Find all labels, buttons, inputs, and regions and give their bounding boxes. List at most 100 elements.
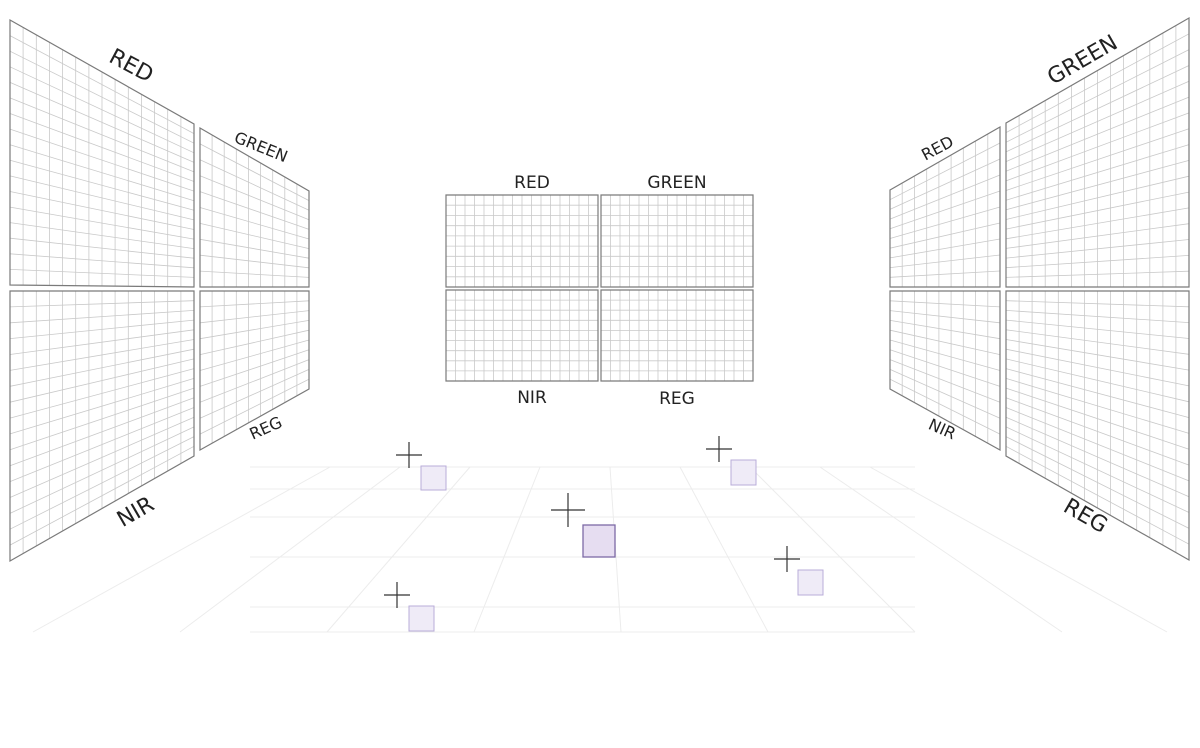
marker-front-left[interactable] — [408, 605, 435, 632]
grid-line — [9, 237, 195, 259]
grid-line — [1005, 300, 1190, 308]
right-nir-panel — [889, 290, 1001, 452]
left-camera-array: RED GREEN NIR REG — [9, 18, 310, 563]
grid-line — [9, 387, 195, 451]
grid-line — [1005, 436, 1190, 529]
grid-line — [9, 329, 195, 355]
grid-line — [9, 35, 195, 134]
panel-frame — [1005, 16, 1190, 288]
left-green-label: GREEN — [232, 128, 291, 166]
grid-line — [199, 369, 310, 419]
panel-frame — [199, 290, 310, 452]
grid-line — [9, 269, 195, 278]
grid-line — [9, 50, 195, 144]
grid-line — [9, 97, 195, 173]
center-red-label: RED — [514, 173, 550, 193]
grid-line — [9, 416, 195, 498]
grid-line — [889, 270, 1001, 278]
grid-line — [199, 339, 310, 371]
grid-line — [199, 254, 310, 269]
grid-line — [9, 319, 195, 339]
grid-line — [1005, 319, 1190, 339]
left-nir-panel — [9, 290, 195, 563]
floor-grid-line — [179, 466, 401, 633]
crosshair-icon — [551, 493, 585, 527]
left-red-panel — [9, 18, 195, 288]
floor-grid-line — [326, 466, 471, 633]
grid-line — [9, 348, 195, 387]
grid-line — [889, 158, 1001, 210]
grid-line — [199, 207, 310, 240]
panel-frame — [889, 290, 1001, 452]
right-reg-panel — [1005, 290, 1190, 562]
grid-line — [199, 378, 310, 435]
grid-line — [199, 359, 310, 403]
grid-line — [889, 190, 1001, 230]
grid-line — [199, 175, 310, 221]
floor-grid-line — [473, 466, 541, 633]
grid-line — [9, 128, 195, 192]
grid-line — [889, 320, 1001, 340]
grid-line — [9, 339, 195, 371]
grid-line — [889, 329, 1001, 355]
right-green-panel — [1005, 16, 1190, 288]
panel-frame — [199, 126, 310, 288]
left-green-panel — [199, 126, 310, 288]
grid-line — [889, 254, 1001, 268]
center-reg-label: REG — [659, 389, 695, 409]
center-green-label: GREEN — [647, 173, 706, 193]
center-nir-panel — [445, 289, 599, 382]
grid-line — [1005, 49, 1190, 143]
floor-grid-line — [819, 466, 1063, 633]
left-reg-label: REG — [247, 412, 285, 443]
grid-line — [1005, 387, 1190, 450]
panel-frame — [445, 289, 599, 382]
grid-line — [889, 300, 1001, 308]
grid-line — [1005, 378, 1190, 434]
grid-line — [889, 339, 1001, 371]
panel-frame — [889, 125, 1001, 288]
floor-grid — [32, 466, 1168, 633]
grid-line — [1005, 223, 1190, 249]
grid-line — [1005, 407, 1190, 482]
grid-line — [1005, 426, 1190, 513]
grid-line — [1005, 339, 1190, 371]
grid-line — [9, 253, 195, 269]
grid-line — [9, 66, 195, 154]
grid-line — [1005, 175, 1190, 220]
grid-line — [1005, 96, 1190, 172]
marker-center[interactable] — [582, 524, 616, 558]
grid-line — [1005, 416, 1190, 498]
right-camera-array: RED GREEN NIR REG — [889, 16, 1190, 562]
marker-back-right[interactable] — [730, 459, 757, 486]
panel-frame — [9, 18, 195, 288]
grid-line — [1005, 144, 1190, 201]
grid-line — [199, 191, 310, 230]
crosshair-icon — [706, 436, 732, 462]
grid-line — [1005, 65, 1190, 153]
grid-line — [889, 310, 1001, 324]
grid-line — [9, 191, 195, 230]
grid-line — [889, 359, 1001, 403]
panel-frame — [1005, 290, 1190, 562]
grid-line — [1005, 160, 1190, 211]
grid-line — [9, 397, 195, 467]
grid-line — [9, 445, 195, 546]
center-nir-label: NIR — [517, 388, 547, 408]
grid-line — [9, 175, 195, 221]
grid-line — [9, 310, 195, 324]
grid-line — [199, 223, 310, 249]
grid-line — [1005, 191, 1190, 230]
panel-frame — [600, 194, 754, 288]
marker-right[interactable] — [797, 569, 824, 596]
grid-line — [1005, 270, 1190, 278]
grid-line — [1005, 329, 1190, 355]
center-reg-panel — [600, 289, 754, 382]
grid-line — [1005, 310, 1190, 323]
panel-frame — [600, 289, 754, 382]
right-red-panel — [889, 125, 1001, 288]
grid-line — [889, 142, 1001, 201]
grid-line — [9, 358, 195, 403]
marker-back-left[interactable] — [420, 465, 447, 491]
